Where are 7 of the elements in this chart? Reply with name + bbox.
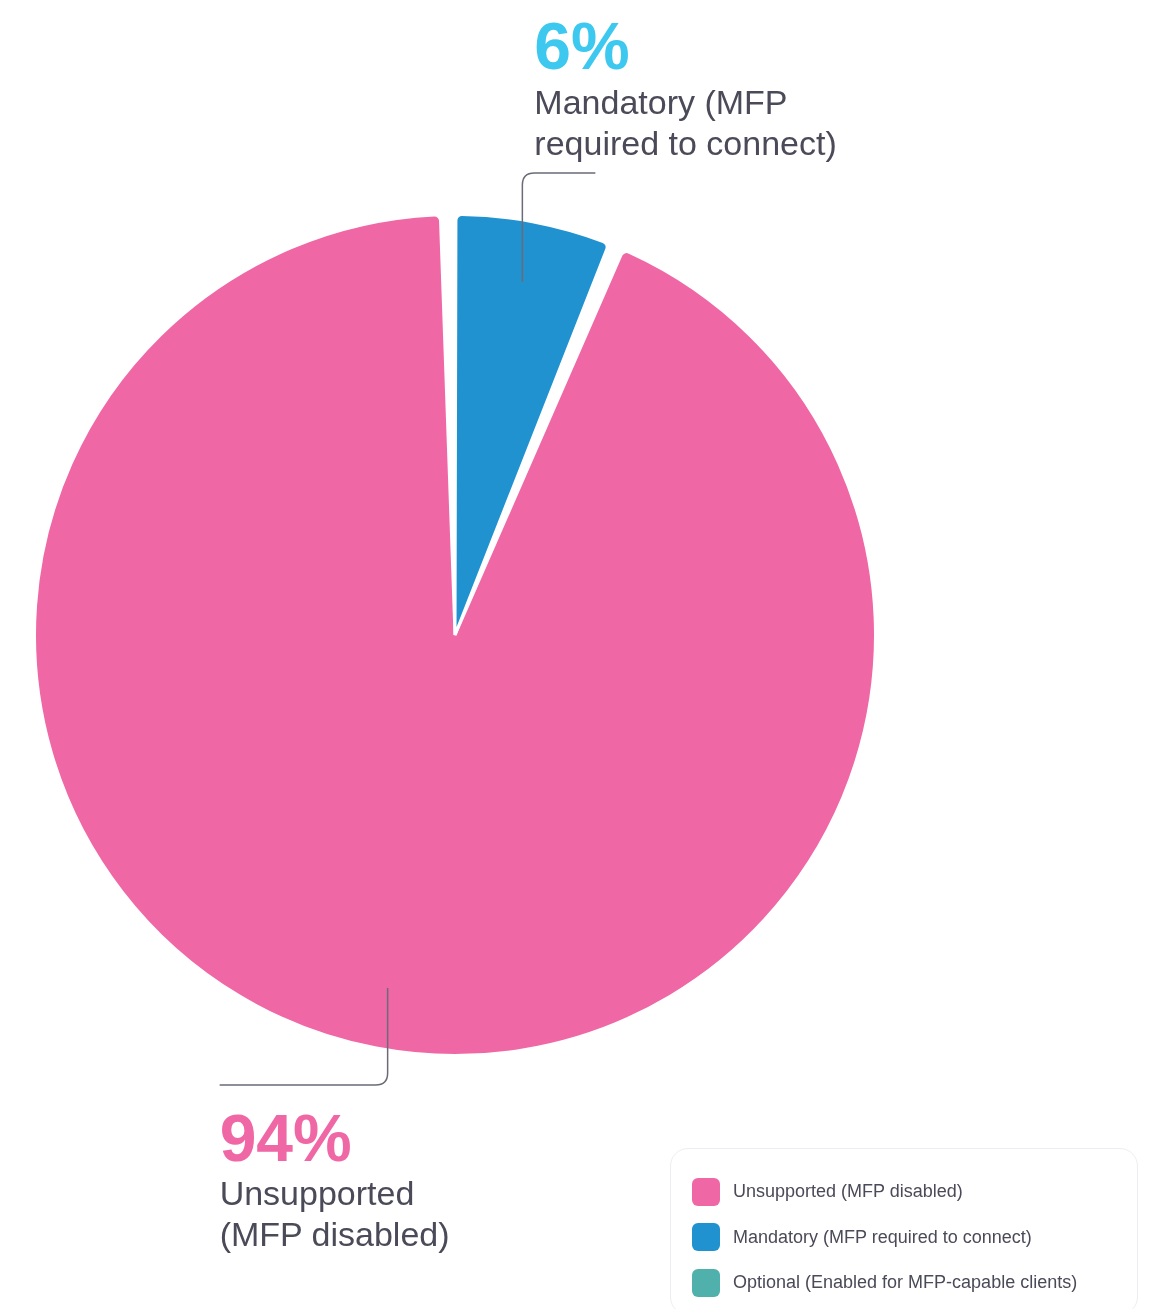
- data-label: 6%: [534, 9, 630, 83]
- legend-label: Optional (Enabled for MFP-capable clients): [733, 1272, 1078, 1294]
- legend-label: Mandatory (MFP required to connect): [733, 1226, 1032, 1248]
- slice-label: Unsupported (MFP disabled): [219, 1174, 450, 1253]
- data-label: 94%: [219, 1101, 352, 1175]
- legend-label: Unsupported (MFP disabled): [733, 1181, 963, 1203]
- slice-label: Mandatory (MFP required to connect): [534, 83, 837, 162]
